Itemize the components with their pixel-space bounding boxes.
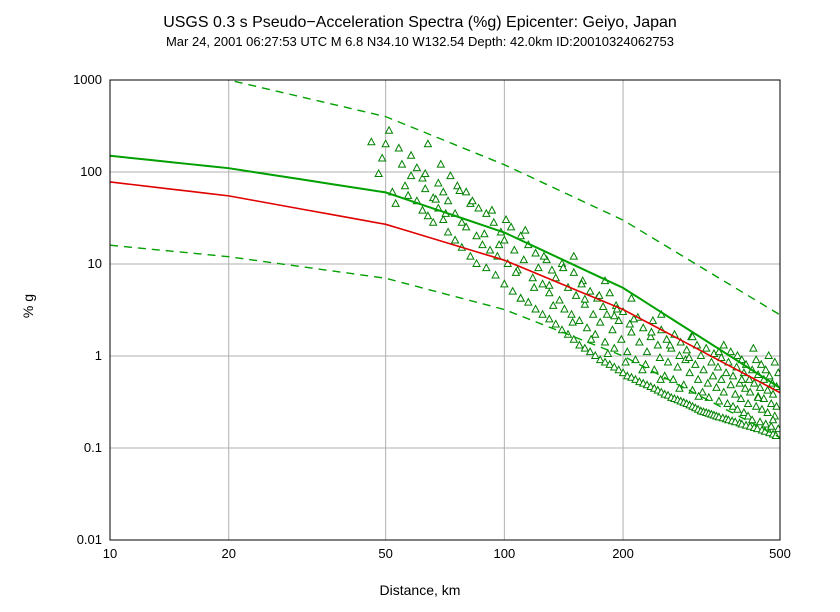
y-tick-label: 0.01 <box>77 532 102 547</box>
y-tick-label: 0.1 <box>84 440 102 455</box>
plot-svg <box>0 0 840 612</box>
y-tick-label: 1000 <box>73 72 102 87</box>
y-tick-label: 1 <box>95 348 102 363</box>
y-tick-label: 10 <box>88 256 102 271</box>
x-tick-label: 20 <box>209 546 249 561</box>
x-tick-label: 50 <box>366 546 406 561</box>
x-tick-label: 100 <box>484 546 524 561</box>
y-tick-label: 100 <box>80 164 102 179</box>
x-tick-label: 200 <box>603 546 643 561</box>
x-axis-label: Distance, km <box>0 582 840 598</box>
y-axis-label: % g <box>20 294 36 318</box>
x-tick-label: 500 <box>760 546 800 561</box>
x-tick-label: 10 <box>90 546 130 561</box>
chart-container: USGS 0.3 s Pseudo−Acceleration Spectra (… <box>0 0 840 612</box>
